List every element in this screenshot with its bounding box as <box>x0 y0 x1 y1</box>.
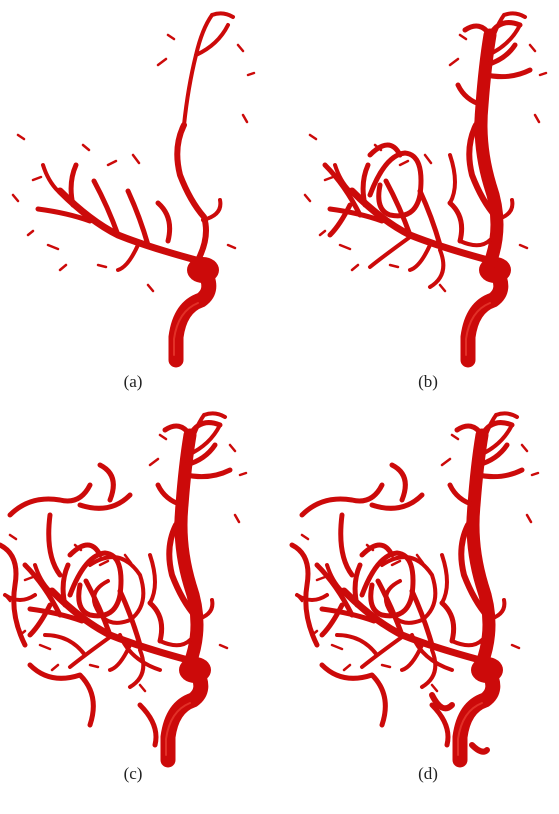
panel-a-image <box>13 13 254 360</box>
panel-d-image <box>292 413 538 760</box>
panel-label: (b) <box>418 372 438 391</box>
figure: (a) (b) (c) (d) <box>0 0 559 814</box>
panel-label: (a) <box>124 372 143 391</box>
panel-b-image <box>305 13 546 360</box>
panel-label: (c) <box>124 764 143 783</box>
panel-c-image <box>0 413 246 760</box>
panel-label: (d) <box>418 764 438 783</box>
page: (a) (b) (c) (d) (() => { const data = JS… <box>0 0 559 814</box>
